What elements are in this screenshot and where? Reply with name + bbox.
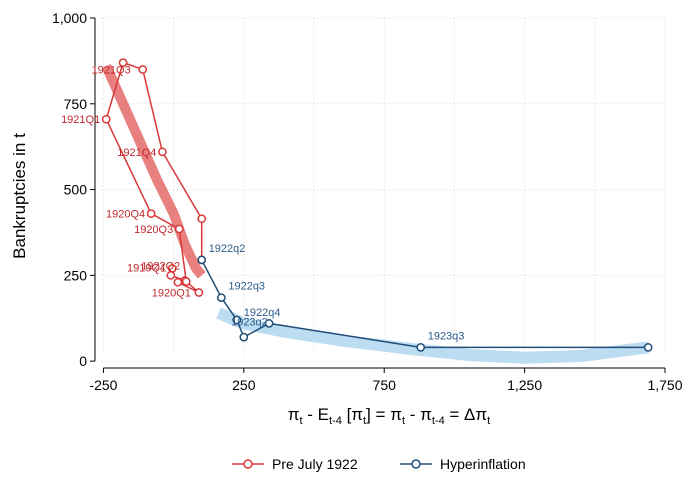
- y-tick-label: 0: [79, 353, 87, 369]
- data-label: 1920Q3: [134, 224, 173, 236]
- data-point: [264, 319, 274, 328]
- data-point: [194, 288, 204, 297]
- x-axis-title: πt - Et-4 [πt] = πt - πt-4 = Δπt: [288, 405, 490, 427]
- data-point: [101, 114, 111, 124]
- x-tick-label: 1,250: [507, 377, 542, 393]
- x-axis-title-part: - E: [303, 405, 329, 424]
- data-point: [643, 343, 653, 352]
- data-label: 1923q3: [428, 330, 465, 342]
- x-axis-title-part: t-4: [329, 415, 342, 427]
- y-tick-label: 750: [64, 96, 88, 112]
- data-point: [174, 224, 184, 234]
- x-axis-title-part: t: [402, 415, 405, 427]
- data-point: [197, 214, 207, 224]
- x-axis-title-part: - π: [405, 405, 432, 424]
- data-label: 1922q4: [244, 307, 281, 319]
- data-label: 1921Q4: [117, 147, 156, 159]
- data-label: 1919Q1: [127, 262, 166, 274]
- x-axis-title-part: t-4: [432, 415, 445, 427]
- data-label: 1921Q1: [61, 114, 100, 126]
- x-tick-label: -250: [89, 377, 117, 393]
- data-point: [416, 343, 426, 352]
- data-point: [181, 277, 191, 286]
- data-label: 1921Q3: [92, 64, 131, 76]
- x-tick-label: 1,750: [647, 377, 682, 393]
- axes: 0 250 500 750 1,000 -250 250 750 1,250 1,750: [52, 10, 683, 393]
- data-label: 1922q3: [228, 281, 265, 293]
- x-axis-title-part: ] = π: [366, 405, 402, 424]
- x-axis-title-part: t: [300, 415, 303, 427]
- x-axis-title-part: [π: [342, 405, 363, 424]
- x-axis-title-part: π: [288, 405, 300, 424]
- data-point: [217, 293, 226, 303]
- y-tick-label: 250: [64, 267, 88, 283]
- x-axis-title-part: t: [487, 415, 490, 427]
- data-label: 1922Q2: [141, 261, 180, 273]
- fit-curve-pre: [101, 64, 206, 279]
- legend-label: Pre July 1922: [272, 456, 358, 472]
- data-point: [239, 332, 249, 342]
- x-tick-label: 750: [373, 377, 397, 393]
- data-point: [166, 271, 176, 280]
- fit-curve-hyper: [216, 307, 649, 364]
- data-label: 1920Q1: [152, 288, 191, 300]
- data-point: [158, 147, 167, 157]
- point-labels: 1919Q1 1920Q1 1922Q2 1920Q3 1920Q4 1921Q1 1921…: [61, 64, 464, 342]
- data-label: 1920Q4: [106, 209, 145, 221]
- x-axis-title-part: t: [363, 415, 366, 427]
- y-axis-title: Bankruptcies in t: [10, 133, 29, 259]
- data-point: [138, 65, 148, 74]
- legend: Pre July 1922 Hyperinflation: [232, 456, 526, 472]
- data-point: [173, 277, 183, 287]
- fit-curves: [101, 64, 649, 364]
- x-tick-label: 250: [232, 377, 256, 393]
- grid: [101, 17, 666, 362]
- series-points: [101, 58, 653, 352]
- y-tick-label: 500: [64, 182, 88, 198]
- y-tick-label: 1,000: [52, 10, 87, 26]
- data-point: [197, 255, 207, 265]
- data-point: [232, 315, 242, 325]
- data-label: 1922q2: [209, 243, 246, 255]
- legend-swatch-marker: [243, 459, 253, 469]
- data-label: 1923q2: [231, 316, 268, 328]
- data-point: [118, 58, 128, 67]
- data-point: [146, 209, 156, 218]
- legend-label: Hyperinflation: [440, 456, 526, 472]
- x-axis-title-part: = Δπ: [445, 405, 487, 424]
- legend-swatch-marker: [411, 459, 421, 469]
